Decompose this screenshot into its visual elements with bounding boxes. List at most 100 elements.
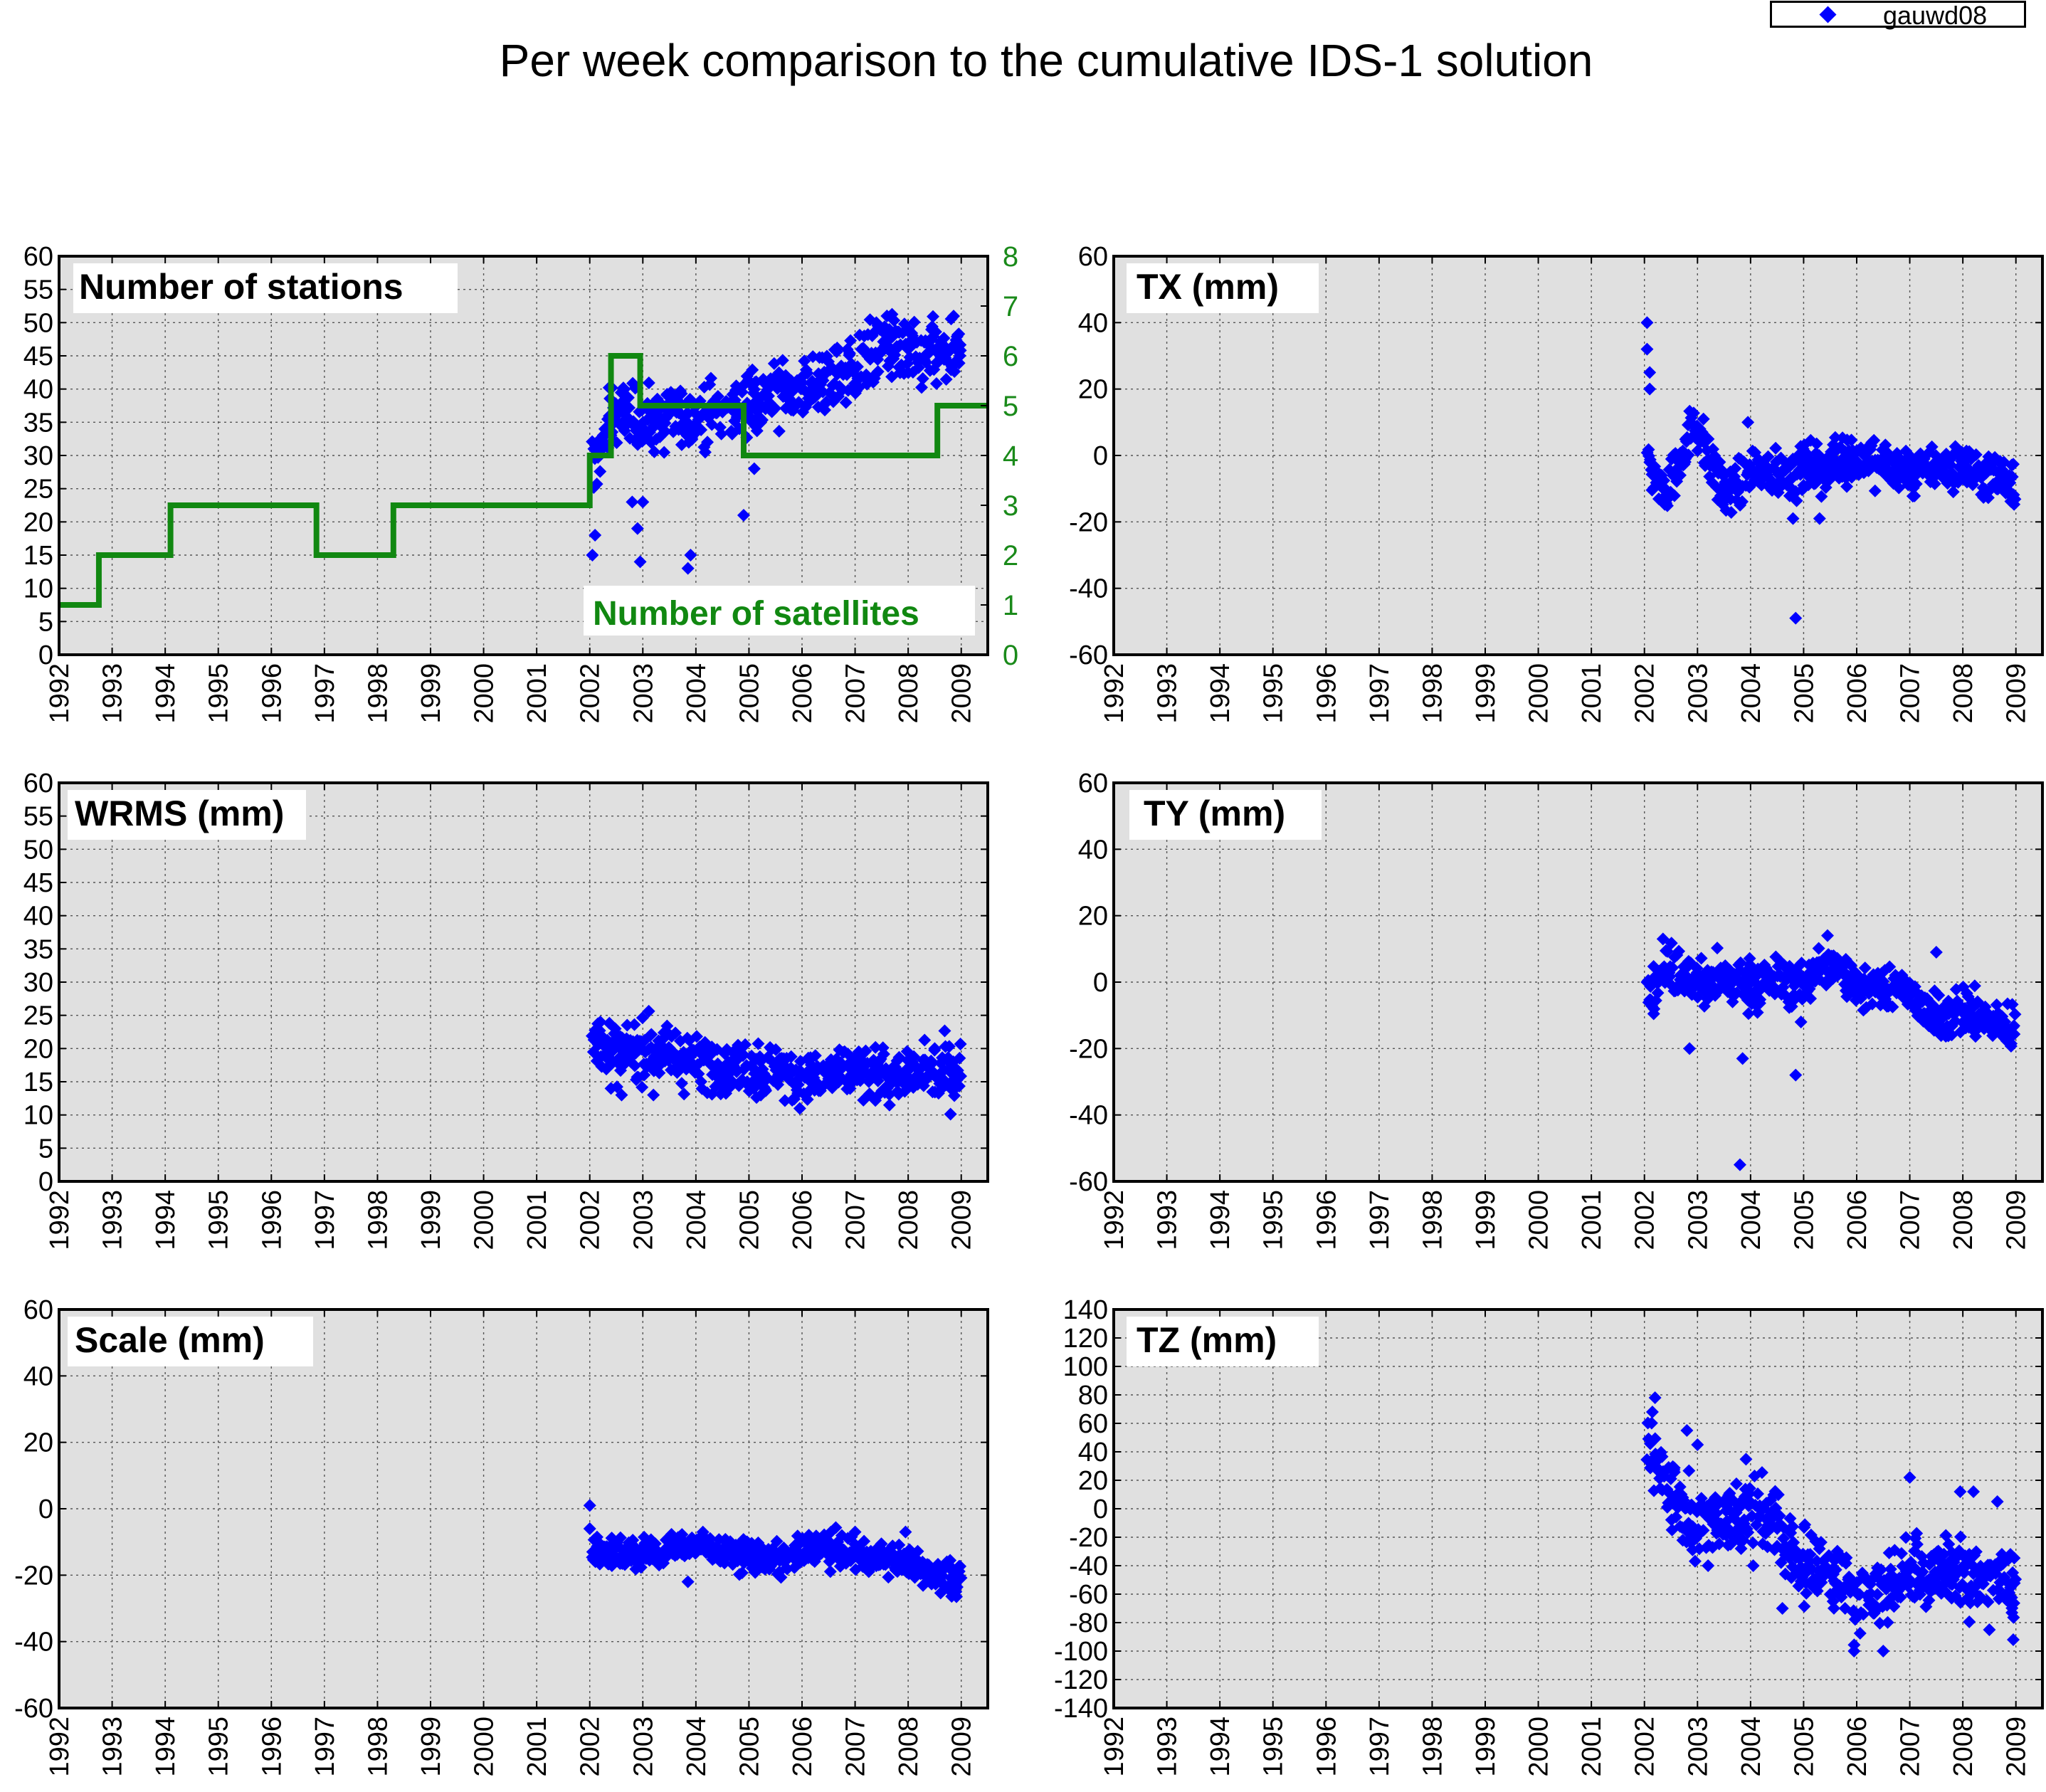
data-point — [2005, 998, 2019, 1011]
satellites-label: Number of satellites — [593, 595, 919, 633]
data-point — [954, 1038, 967, 1051]
data-point — [2009, 1573, 2023, 1586]
x-tick-label: 1995 — [204, 1190, 234, 1250]
data-point — [1968, 979, 1981, 993]
data-point — [1751, 1006, 1764, 1019]
data-point — [739, 1038, 752, 1051]
x-tick-label: 2002 — [576, 663, 606, 724]
y-tick-label: 45 — [23, 342, 53, 371]
y-tick-label: -20 — [1069, 1034, 1108, 1064]
data-point — [818, 404, 831, 417]
data-point — [1958, 1566, 1971, 1579]
data-point — [1697, 412, 1710, 426]
data-point — [784, 1050, 798, 1063]
data-point — [626, 495, 639, 509]
data-point — [681, 1575, 695, 1588]
data-point — [844, 334, 858, 347]
data-point — [942, 1040, 956, 1053]
x-tick-label: 2006 — [1842, 1717, 1872, 1777]
y-tick-label: -20 — [14, 1561, 53, 1591]
y-tick-label: 10 — [23, 574, 53, 604]
data-point — [1812, 942, 1825, 955]
x-tick-label: 2002 — [576, 1190, 606, 1250]
data-point — [1815, 490, 1828, 503]
data-point — [774, 1571, 788, 1584]
x-tick-label: 1992 — [45, 1717, 75, 1777]
y-tick-label: 0 — [1093, 968, 1108, 998]
data-point — [675, 1077, 688, 1090]
y-tick-label: -60 — [1069, 641, 1108, 670]
x-tick-label: 1996 — [1312, 1717, 1341, 1777]
data-point — [1648, 1391, 1662, 1404]
panel-title: TZ (mm) — [1137, 1320, 1277, 1360]
data-point — [870, 316, 883, 330]
x-tick-label: 1997 — [310, 663, 340, 724]
data-point — [1983, 1623, 1996, 1636]
panel-title: TY (mm) — [1144, 794, 1285, 833]
data-point — [2007, 1019, 2020, 1033]
data-point — [589, 529, 602, 542]
data-point — [747, 462, 761, 475]
x-tick-label: 1998 — [1418, 1717, 1448, 1777]
plot-area — [1114, 1309, 2042, 1708]
x-tick-label: 2008 — [1949, 1717, 1978, 1777]
y-tick-label: 140 — [1063, 1295, 1108, 1325]
data-point — [1667, 1461, 1681, 1475]
data-point — [1769, 441, 1783, 455]
y-tick-label: 120 — [1063, 1324, 1108, 1354]
y-tick-label: -20 — [1069, 1523, 1108, 1553]
data-point — [1868, 484, 1882, 497]
y-tick-label: 60 — [23, 1295, 53, 1325]
x-tick-label: 2009 — [2002, 1717, 2032, 1777]
data-point — [1990, 1495, 2004, 1508]
data-point — [937, 332, 951, 345]
data-point — [653, 1066, 666, 1080]
x-tick-label: 2001 — [522, 1190, 552, 1250]
x-tick-label: 1995 — [1259, 663, 1289, 724]
y-tick-label: 60 — [1078, 1409, 1108, 1439]
data-point — [746, 363, 759, 376]
data-point — [1839, 1556, 1852, 1570]
data-point — [658, 446, 671, 459]
data-point — [1910, 1538, 1924, 1551]
x-tick-label: 1998 — [363, 1717, 393, 1777]
data-point — [590, 478, 603, 491]
data-point — [1903, 1471, 1916, 1484]
y-tick-label: 5 — [38, 1134, 53, 1164]
data-point — [1645, 1416, 1658, 1430]
x-tick-label: 2005 — [734, 663, 764, 724]
data-point — [801, 367, 814, 380]
series-gauwd08 — [585, 1004, 968, 1121]
data-point — [778, 1094, 791, 1107]
data-point — [759, 1084, 773, 1097]
data-point — [1790, 494, 1803, 507]
data-point — [949, 1585, 963, 1598]
y-tick-label: 60 — [1078, 769, 1108, 799]
data-point — [770, 1534, 784, 1548]
data-point — [1729, 462, 1742, 475]
x-tick-label: 1992 — [45, 663, 75, 724]
data-point — [642, 1004, 655, 1018]
x-tick-label: 2005 — [734, 1190, 764, 1250]
x-tick-label: 2000 — [1524, 663, 1554, 724]
data-point — [636, 1080, 649, 1094]
y-tick-label: 35 — [23, 408, 53, 438]
data-point — [1682, 1464, 1696, 1477]
data-point — [1736, 1052, 1749, 1065]
data-point — [954, 344, 967, 357]
x-tick-label: 2002 — [1630, 1717, 1660, 1777]
data-point — [1800, 1586, 1813, 1600]
data-point — [1953, 1530, 1967, 1544]
data-point — [2008, 492, 2022, 506]
data-point — [1894, 1546, 1908, 1560]
y-tick-label: 60 — [23, 769, 53, 799]
data-point — [808, 1049, 822, 1063]
panel-ty: 1992 1993 1994 1995 1996 1997 1998 1999 2000 2001… — [1069, 769, 2044, 1250]
data-point — [801, 1092, 814, 1106]
data-point — [621, 1018, 634, 1032]
x-tick-label: 1993 — [98, 1717, 128, 1777]
y-tick-label: 20 — [23, 1428, 53, 1458]
panel-title-box — [68, 790, 306, 840]
data-point — [695, 423, 708, 436]
